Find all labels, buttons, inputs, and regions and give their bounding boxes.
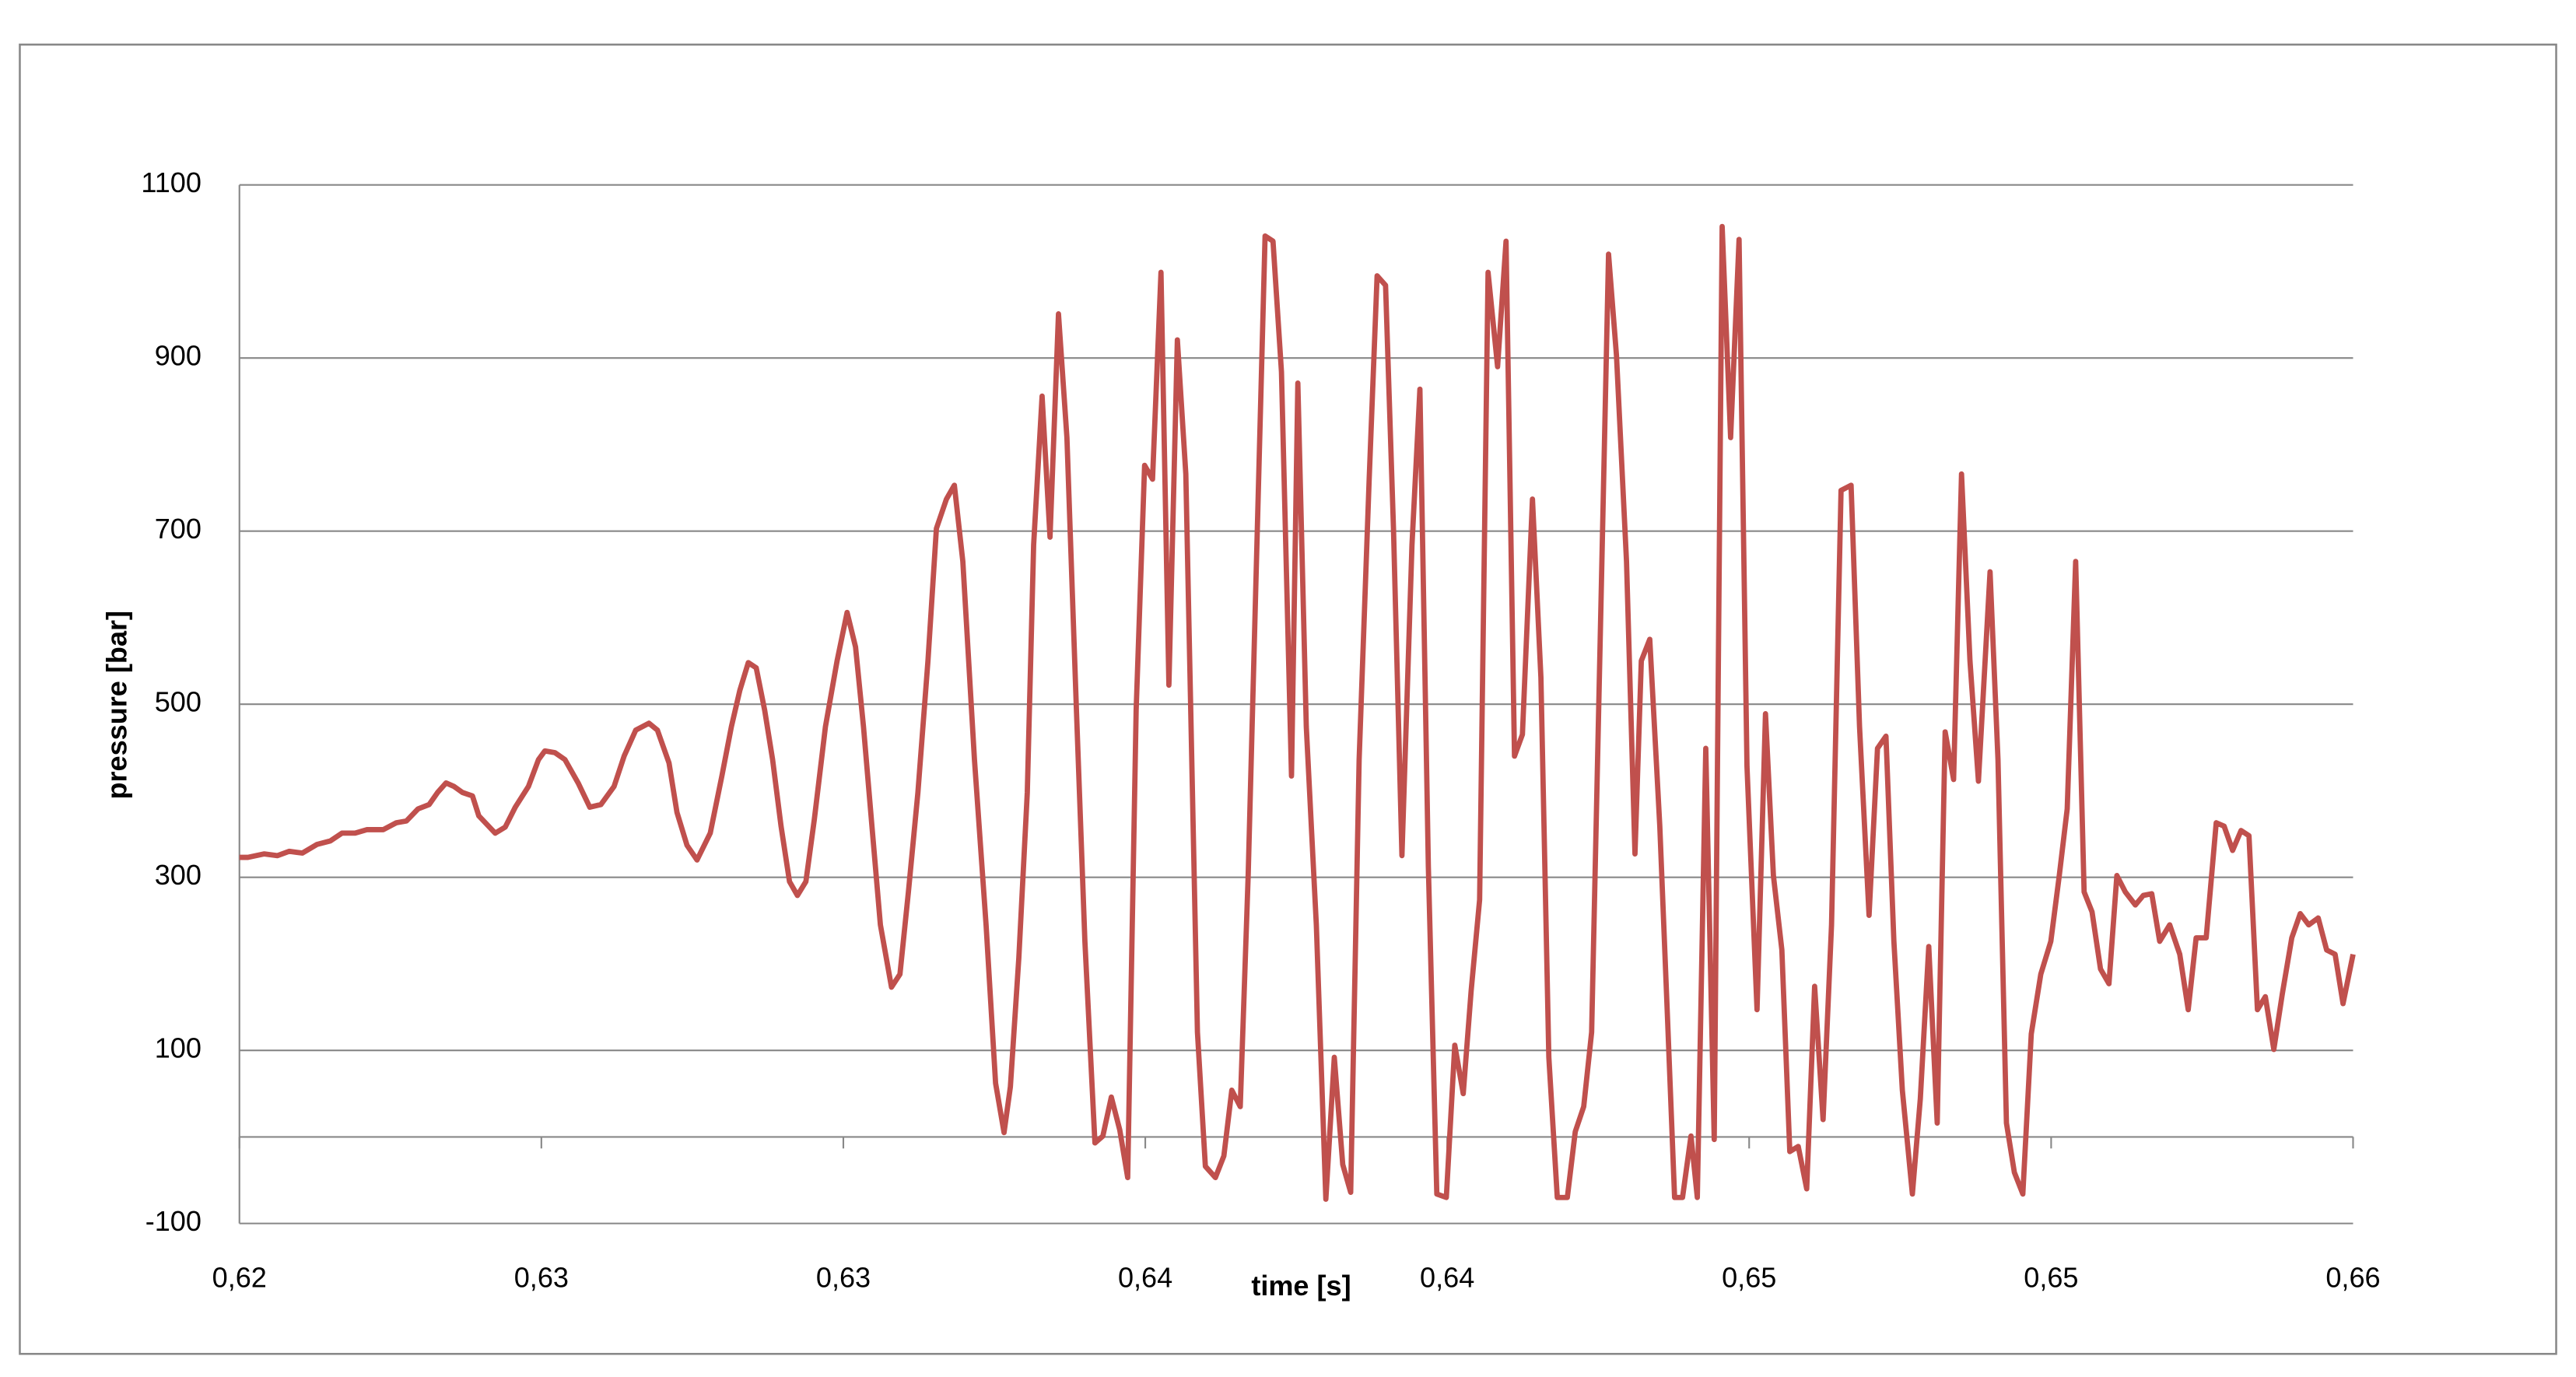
plot-area: [239, 223, 2356, 1202]
x-tick-label: 0,64: [1420, 1261, 1474, 1293]
y-tick-label: 100: [155, 1032, 202, 1064]
y-tick-label: 700: [155, 513, 202, 545]
x-tick-label: 0,63: [816, 1261, 871, 1293]
x-axis-title: time [s]: [1251, 1270, 1351, 1302]
y-tick-label: 900: [155, 340, 202, 372]
x-tick-label: 0,63: [514, 1261, 569, 1293]
grid: -100 100 300 500 700 900 1100 0,62 0,63 0,63 0,64 0…: [141, 166, 2380, 1293]
y-tick-label: 1100: [141, 166, 202, 198]
y-tick-label: 300: [155, 859, 202, 891]
x-tick-label: 0,65: [2024, 1261, 2078, 1293]
x-tick-label: 0,62: [212, 1261, 267, 1293]
y-tick-label: 500: [155, 686, 202, 718]
y-axis-title: pressure [bar]: [100, 611, 132, 800]
data-line: [239, 223, 2356, 1202]
x-tick-label: 0,65: [1722, 1261, 1776, 1293]
y-tick-label: -100: [145, 1205, 202, 1237]
x-tick-label: 0,66: [2325, 1261, 2380, 1293]
x-tick-label: 0,64: [1118, 1261, 1172, 1293]
